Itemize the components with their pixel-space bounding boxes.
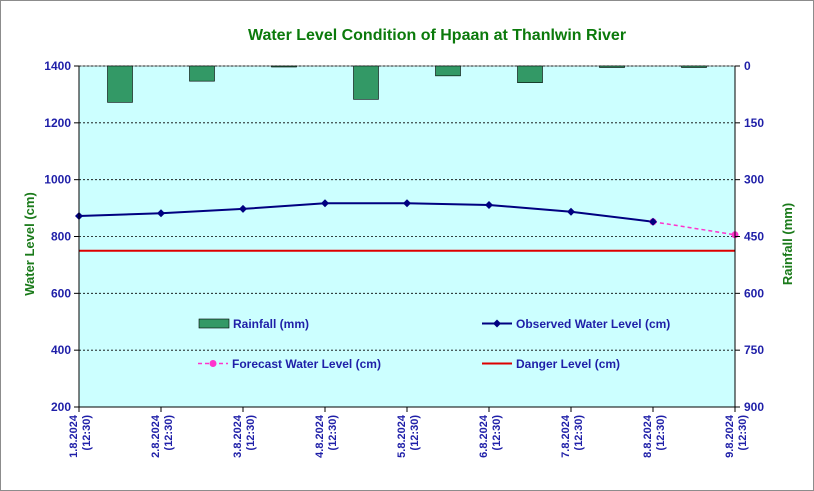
x-tick-label: 1.8.2024 (12:30) <box>68 414 93 458</box>
rainfall-bar <box>353 65 379 100</box>
right-tick-label: 900 <box>744 400 764 414</box>
rainfall-bar <box>271 65 297 68</box>
x-tick-label: 4.8.2024 (12:30) <box>314 414 339 458</box>
x-tick-label-line: 6.8.2024 <box>478 414 490 458</box>
x-tick-label-line: (12:30) <box>409 415 421 451</box>
left-tick-label: 400 <box>51 343 71 357</box>
x-tick-label-line: 9.8.2024 <box>724 414 736 458</box>
axes <box>74 65 740 412</box>
observed-point <box>567 207 575 216</box>
left-tick-label: 800 <box>51 230 71 244</box>
observed-point <box>239 204 247 213</box>
x-tick-label-line: 1.8.2024 <box>68 414 80 458</box>
observed-point <box>649 217 657 226</box>
x-tick-label-line: (12:30) <box>163 415 175 451</box>
x-tick-label-line: (12:30) <box>245 415 257 451</box>
x-tick-label: 9.8.2024 (12:30) <box>724 414 749 458</box>
right-axis-title: Rainfall (mm) <box>780 203 795 285</box>
right-tick-label: 150 <box>744 116 764 130</box>
legend-observed-marker <box>493 319 501 328</box>
rainfall-bar <box>189 65 215 82</box>
rainfall-bar <box>681 65 707 68</box>
observed-point <box>485 200 493 209</box>
left-tick-label: 1000 <box>44 173 71 187</box>
left-axis-ticks: 200 400 600 800 1000 1200 1400 <box>44 59 71 414</box>
legend-forecast-marker <box>209 360 217 367</box>
x-tick-label: 8.8.2024 (12:30) <box>642 414 667 458</box>
chart-title: Water Level Condition of Hpaan at Thanlw… <box>248 27 626 44</box>
legend-rainfall-label: Rainfall (mm) <box>233 317 309 331</box>
right-tick-label: 750 <box>744 343 764 357</box>
x-tick-label-line: 7.8.2024 <box>560 414 572 458</box>
legend-item-danger: Danger Level (cm) <box>482 357 620 371</box>
x-tick-label-line: (12:30) <box>737 415 749 451</box>
legend-rainfall-swatch <box>198 318 230 329</box>
x-tick-label-line: (12:30) <box>655 415 667 451</box>
x-tick-label: 6.8.2024 (12:30) <box>478 414 503 458</box>
right-axis-ticks: 900 750 600 450 300 150 0 <box>744 59 764 414</box>
x-tick-label: 3.8.2024 (12:30) <box>232 414 257 458</box>
x-tick-label-line: 4.8.2024 <box>314 414 326 458</box>
x-tick-label-line: (12:30) <box>81 415 93 451</box>
legend: Rainfall (mm) Observed Water Level (cm) … <box>198 317 670 371</box>
observed-line <box>78 202 654 223</box>
x-tick-label-line: (12:30) <box>491 415 503 451</box>
legend-item-observed: Observed Water Level (cm) <box>482 317 670 331</box>
legend-observed-label: Observed Water Level (cm) <box>516 317 670 331</box>
rainfall-bar <box>599 65 625 68</box>
rainfall-bar <box>107 65 133 103</box>
observed-point <box>321 199 329 208</box>
x-tick-label-line: 8.8.2024 <box>642 414 654 458</box>
x-tick-label: 5.8.2024 (12:30) <box>396 414 421 458</box>
rainfall-bar <box>517 65 543 83</box>
x-tick-label: 7.8.2024 (12:30) <box>560 414 585 458</box>
right-tick-label: 0 <box>744 59 751 73</box>
left-tick-label: 1400 <box>44 59 71 73</box>
right-tick-label: 600 <box>744 286 764 300</box>
legend-forecast-label: Forecast Water Level (cm) <box>232 357 381 371</box>
left-tick-label: 1200 <box>44 116 71 130</box>
left-tick-label: 200 <box>51 400 71 414</box>
left-tick-label: 600 <box>51 286 71 300</box>
legend-item-rainfall: Rainfall (mm) <box>198 317 309 331</box>
right-tick-label: 300 <box>744 173 764 187</box>
legend-danger-label: Danger Level (cm) <box>516 357 620 371</box>
x-tick-label-line: (12:30) <box>573 415 585 451</box>
rainfall-bars <box>107 65 707 103</box>
x-tick-label-line: 2.8.2024 <box>150 414 162 458</box>
right-tick-label: 450 <box>744 230 764 244</box>
observed-point <box>157 209 165 218</box>
rainfall-bar <box>435 65 461 77</box>
left-axis-title: Water Level (cm) <box>22 192 37 296</box>
x-tick-label-line: 5.8.2024 <box>396 414 408 458</box>
x-tick-label-line: 3.8.2024 <box>232 414 244 458</box>
x-tick-label: 2.8.2024 (12:30) <box>150 414 175 458</box>
x-axis-ticks: 1.8.2024 (12:30) 2.8.2024 (12:30) 3.8.2024 (1… <box>68 414 749 458</box>
x-tick-label-line: (12:30) <box>327 415 339 451</box>
observed-point <box>403 199 411 208</box>
legend-item-forecast: Forecast Water Level (cm) <box>198 357 381 371</box>
gridlines <box>79 65 735 351</box>
